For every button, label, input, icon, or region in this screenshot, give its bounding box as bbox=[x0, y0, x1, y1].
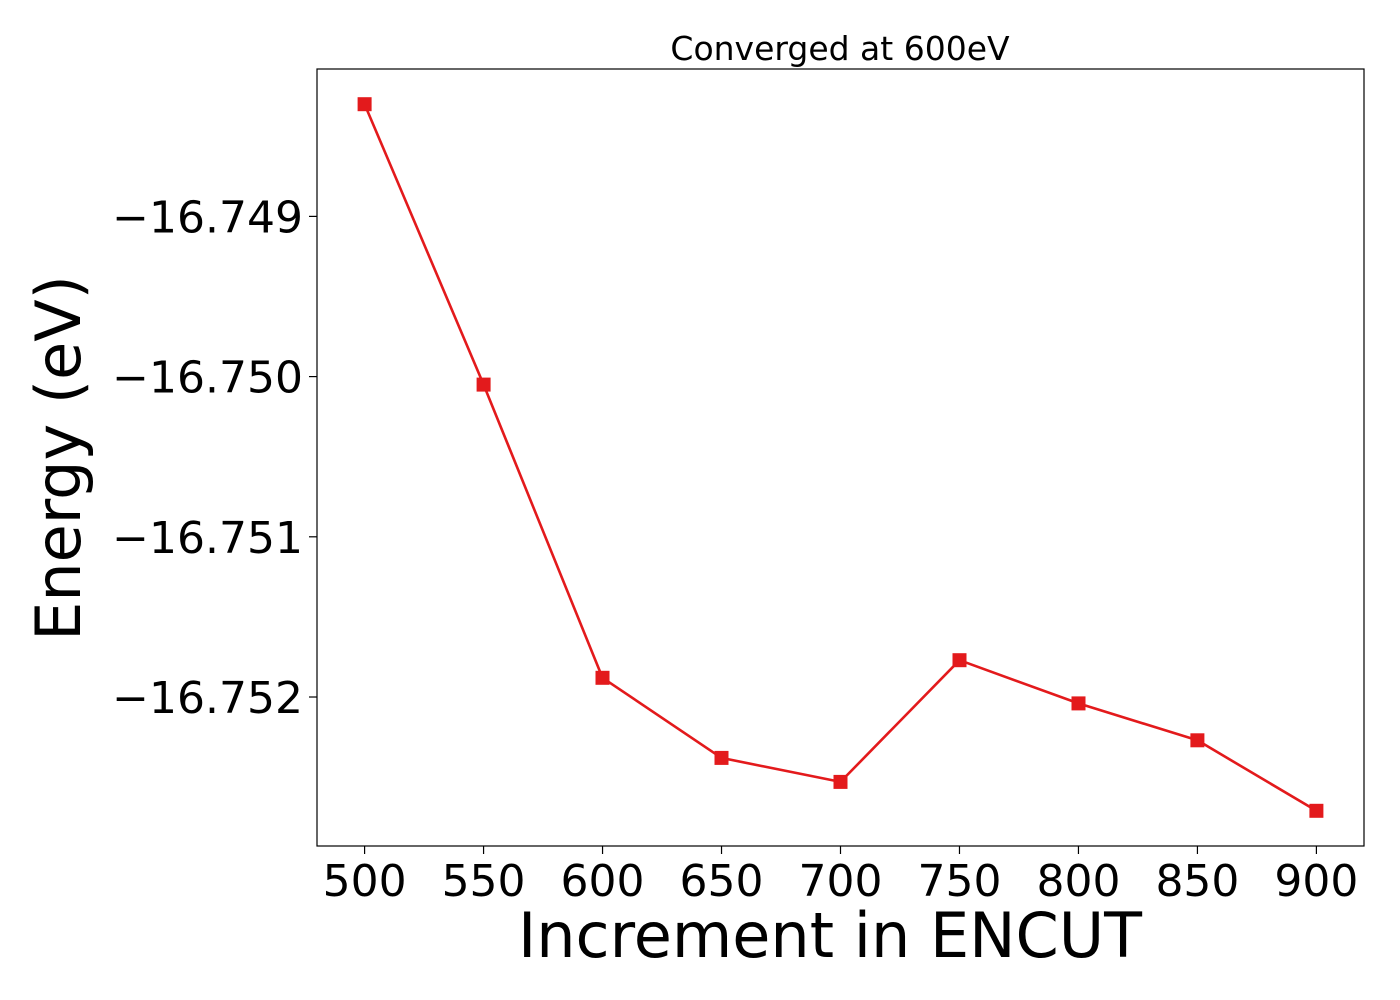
y-axis-ticks: −16.749 −16.750 −16.751 −16.752 bbox=[112, 192, 317, 724]
series-markers bbox=[357, 97, 1324, 818]
data-point-marker bbox=[833, 774, 848, 789]
x-tick-label: 850 bbox=[1155, 856, 1239, 907]
data-point-marker bbox=[357, 97, 372, 112]
series-line bbox=[363, 103, 1318, 812]
x-axis-title: Increment in ENCUT bbox=[518, 899, 1143, 972]
x-tick-label: 750 bbox=[917, 856, 1001, 907]
data-point-marker bbox=[1071, 696, 1086, 711]
x-tick-label: 550 bbox=[442, 856, 526, 907]
plot-area-frame bbox=[316, 68, 1365, 847]
x-tick-label: 500 bbox=[323, 856, 407, 907]
chart-title: Converged at 600eV bbox=[670, 29, 1010, 68]
x-tick-label: 650 bbox=[680, 856, 764, 907]
y-axis-title: Energy (eV) bbox=[22, 275, 95, 641]
data-point-marker bbox=[595, 670, 610, 685]
data-point-marker bbox=[1309, 803, 1324, 818]
x-tick-label: 700 bbox=[799, 856, 883, 907]
y-tick-label: −16.749 bbox=[112, 192, 303, 243]
x-tick-label: 800 bbox=[1036, 856, 1120, 907]
data-point-marker bbox=[1190, 733, 1205, 748]
data-point-marker bbox=[952, 653, 967, 668]
x-axis-ticks: 500 550 600 650 700 750 800 850 900 bbox=[323, 846, 1358, 907]
y-tick-label: −16.752 bbox=[112, 673, 303, 724]
data-point-marker bbox=[476, 377, 491, 392]
x-tick-label: 600 bbox=[561, 856, 645, 907]
data-point-marker bbox=[714, 750, 729, 765]
y-tick-label: −16.750 bbox=[112, 353, 303, 404]
y-tick-label: −16.751 bbox=[112, 513, 303, 564]
x-tick-label: 900 bbox=[1274, 856, 1358, 907]
